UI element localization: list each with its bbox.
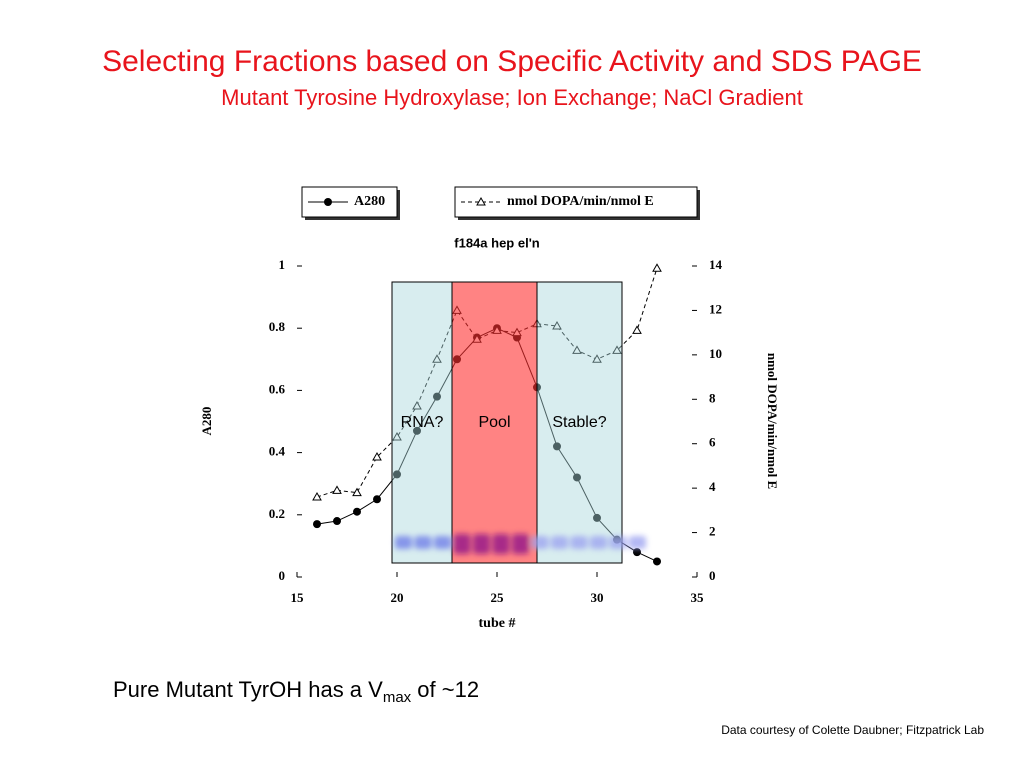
y2-axis-label: nmol DOPA/min/nmol E bbox=[765, 353, 780, 489]
y2-tick-label: 12 bbox=[709, 301, 722, 316]
y-tick-label: 0.6 bbox=[269, 381, 286, 396]
y2-tick-label: 0 bbox=[709, 568, 716, 583]
slide-title: Selecting Fractions based on Specific Ac… bbox=[102, 45, 922, 78]
legend-box bbox=[454, 186, 698, 218]
triangle-point bbox=[572, 345, 582, 354]
region bbox=[536, 281, 623, 564]
triangle-point bbox=[592, 354, 602, 363]
gel-band bbox=[629, 536, 646, 549]
region-label: Pool bbox=[478, 414, 510, 431]
triangle-point bbox=[612, 345, 622, 354]
x-tick-label: 25 bbox=[491, 590, 505, 605]
legend-marker bbox=[476, 196, 486, 206]
circle-point bbox=[373, 495, 381, 504]
y2-tick-label: 10 bbox=[709, 346, 722, 361]
region-label: RNA? bbox=[401, 414, 444, 431]
triangle-point bbox=[552, 320, 562, 330]
gel-band bbox=[492, 534, 510, 554]
x-tick-label: 15 bbox=[291, 590, 305, 605]
x-tick-label: 20 bbox=[391, 590, 404, 605]
gel-band bbox=[473, 534, 490, 554]
legend-label: nmol DOPA/min/nmol E bbox=[507, 194, 654, 209]
triangle-point bbox=[312, 492, 322, 501]
y2-tick-label: 8 bbox=[709, 390, 716, 405]
gel-band bbox=[609, 536, 627, 549]
y2-tick-label: 6 bbox=[709, 435, 716, 450]
triangle-point bbox=[332, 485, 342, 494]
legend-marker bbox=[324, 198, 332, 206]
x-axis-label: tube # bbox=[479, 616, 516, 631]
chart-title: f184a hep el'n bbox=[454, 235, 540, 250]
circle-point bbox=[573, 473, 581, 482]
credit: Data courtesy of Colette Daubner; Fitzpa… bbox=[721, 723, 984, 737]
y-tick-label: 0.4 bbox=[269, 444, 286, 459]
triangle-point bbox=[412, 400, 422, 410]
y-tick-label: 0.2 bbox=[269, 506, 285, 521]
slide-subtitle: Mutant Tyrosine Hydroxylase; Ion Exchang… bbox=[221, 85, 803, 110]
gel-band bbox=[395, 536, 412, 549]
gel-band bbox=[551, 536, 568, 549]
x-tick-label: 35 bbox=[691, 590, 705, 605]
gel-band bbox=[453, 534, 471, 554]
triangle-point bbox=[652, 263, 662, 272]
triangle-point bbox=[392, 432, 402, 441]
circle-point bbox=[353, 507, 361, 516]
x-tick-label: 30 bbox=[591, 590, 604, 605]
triangle-point bbox=[632, 325, 642, 334]
gel-band bbox=[414, 536, 432, 549]
circle-point bbox=[633, 548, 641, 557]
triangle-point bbox=[432, 354, 442, 363]
region bbox=[391, 281, 453, 564]
gel-band bbox=[590, 536, 607, 549]
y-tick-label: 0.8 bbox=[269, 319, 286, 334]
region-label: Stable? bbox=[552, 414, 606, 431]
note-text: Pure Mutant TyrOH has a V bbox=[113, 677, 383, 702]
note-subscript: max bbox=[383, 689, 412, 706]
circle-point bbox=[333, 517, 341, 526]
note-text: of ~12 bbox=[411, 677, 479, 702]
y-tick-label: 1 bbox=[279, 257, 286, 272]
note: Pure Mutant TyrOH has a Vmax of ~12 bbox=[113, 677, 479, 706]
region bbox=[451, 281, 538, 564]
triangle-point bbox=[372, 452, 382, 461]
y2-tick-label: 14 bbox=[709, 257, 723, 272]
circle-point bbox=[653, 557, 661, 566]
legend-label: A280 bbox=[354, 194, 385, 209]
circle-point bbox=[393, 470, 401, 479]
gel-band bbox=[512, 534, 529, 554]
y2-tick-label: 2 bbox=[709, 524, 716, 539]
circle-point bbox=[553, 442, 561, 451]
gel-band bbox=[570, 536, 588, 549]
triangle-point bbox=[352, 487, 362, 497]
y-axis-label: A280 bbox=[199, 407, 214, 436]
circle-point bbox=[433, 392, 441, 401]
circle-point bbox=[313, 520, 321, 529]
gel-image bbox=[395, 534, 646, 554]
gel-band bbox=[434, 536, 451, 549]
y2-tick-label: 4 bbox=[709, 479, 716, 494]
gel-band bbox=[531, 536, 549, 549]
circle-point bbox=[413, 426, 421, 435]
circle-point bbox=[593, 513, 601, 522]
chart: f184a hep el'n tube # A280 nmol DOPA/min/nm… bbox=[199, 186, 780, 631]
y-tick-label: 0 bbox=[279, 568, 286, 583]
